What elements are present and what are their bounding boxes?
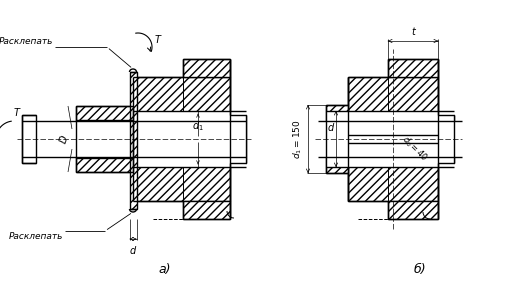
- Bar: [348, 77, 438, 201]
- Text: d: d: [328, 123, 334, 133]
- Text: D: D: [58, 134, 70, 144]
- Bar: [438, 115, 454, 163]
- Text: $d_1$: $d_1$: [192, 119, 204, 133]
- Bar: [438, 111, 454, 167]
- Bar: [183, 201, 230, 219]
- Text: $d_1 = 150$: $d_1 = 150$: [292, 119, 304, 159]
- Text: T: T: [155, 35, 161, 45]
- Bar: [76, 120, 133, 158]
- Bar: [230, 111, 246, 167]
- Text: Расклепать: Расклепать: [0, 37, 53, 46]
- Bar: [133, 111, 230, 167]
- Bar: [76, 106, 133, 172]
- Text: T: T: [14, 108, 20, 118]
- Bar: [326, 111, 348, 167]
- Bar: [36, 121, 100, 157]
- Bar: [388, 59, 438, 77]
- Bar: [388, 201, 438, 219]
- Bar: [321, 121, 469, 157]
- Bar: [326, 105, 348, 173]
- Text: а): а): [159, 263, 171, 276]
- Bar: [129, 72, 136, 209]
- Bar: [348, 111, 438, 167]
- Bar: [22, 115, 36, 163]
- Bar: [133, 77, 230, 201]
- Text: Расклепать: Расклепать: [9, 232, 63, 241]
- Text: б): б): [414, 263, 427, 276]
- Text: t: t: [411, 27, 415, 37]
- Bar: [230, 115, 246, 163]
- Text: d: d: [130, 246, 136, 256]
- Text: $d_0{=}40$: $d_0{=}40$: [400, 133, 431, 164]
- Bar: [183, 59, 230, 77]
